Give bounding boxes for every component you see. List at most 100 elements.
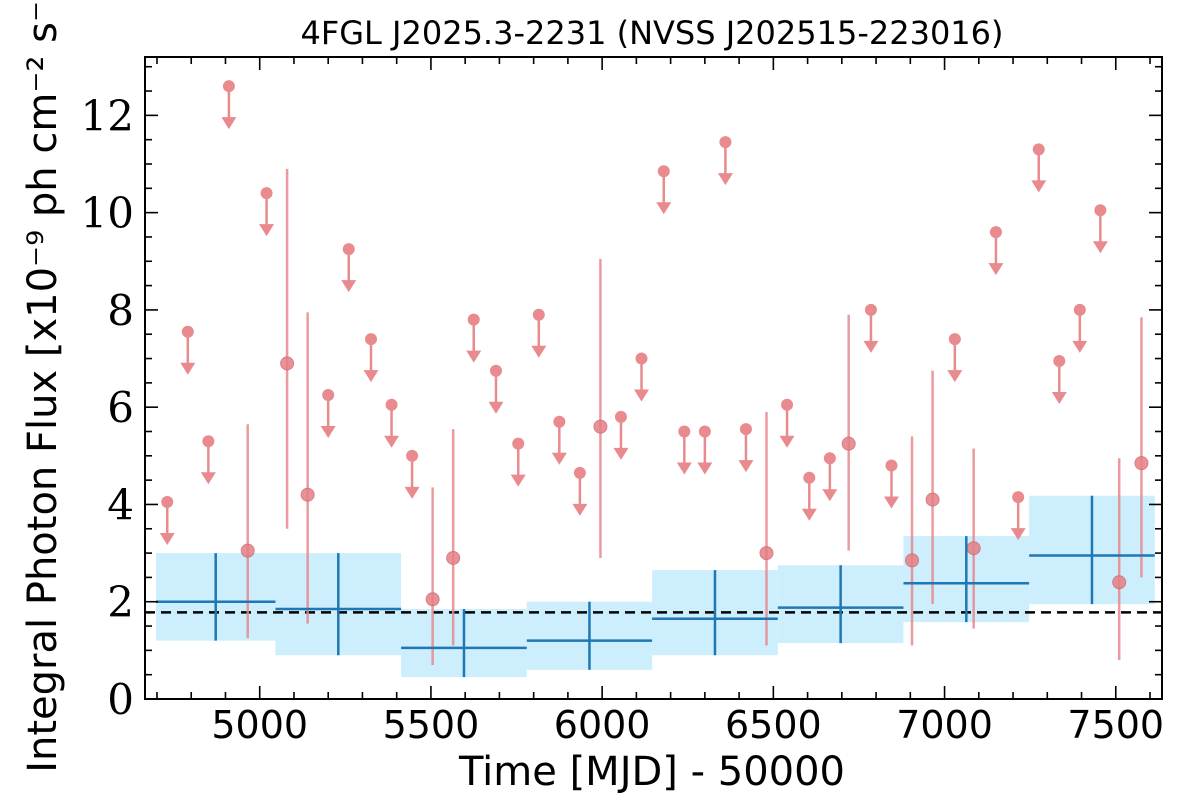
x-tick-label: 6500 (725, 703, 822, 747)
detection-point (1112, 458, 1127, 661)
upper-limit-point (801, 471, 817, 521)
upper-limit-marker (1073, 303, 1086, 316)
upper-limit-point (341, 243, 357, 293)
detection-marker (1112, 575, 1127, 590)
upper-limit-arrowhead (947, 370, 963, 383)
upper-limit-arrowhead (180, 362, 196, 375)
upper-limit-point (656, 165, 672, 215)
binned-flux-point (275, 553, 402, 656)
upper-limit-arrowhead (717, 173, 733, 186)
upper-limit-marker (573, 466, 586, 479)
upper-limit-arrowhead (656, 202, 672, 215)
detection-marker (446, 550, 461, 565)
upper-limit-point (1092, 204, 1108, 254)
upper-limit-arrowhead (822, 489, 838, 502)
upper-limit-point (259, 187, 275, 237)
detection-point (841, 314, 856, 551)
upper-limit-point (363, 333, 379, 383)
upper-limit-arrowhead (572, 503, 588, 516)
upper-limit-marker (1032, 143, 1045, 156)
detection-point (300, 312, 315, 624)
detection-marker (841, 436, 856, 451)
upper-limit-marker (553, 415, 566, 428)
upper-limit-arrowhead (779, 435, 795, 448)
detection-marker (280, 356, 295, 371)
upper-limit-arrowhead (466, 350, 482, 363)
binned-flux-point (777, 565, 904, 644)
detection-marker (925, 492, 940, 507)
upper-limit-point (510, 437, 526, 487)
y-tick-label: 10 (81, 189, 134, 238)
axes-layer: 5000 5500 6000 6500 7000 7500 0 2 4 6 8 10 12 (81, 56, 1164, 747)
upper-limit-marker (532, 308, 545, 321)
detection-point (759, 412, 774, 646)
detection-point (446, 429, 461, 646)
upper-limit-arrowhead (613, 447, 629, 460)
detection-marker (425, 592, 440, 607)
upper-limit-arrowhead (404, 486, 420, 499)
upper-limit-arrowhead (863, 340, 879, 353)
x-tick-label: 5000 (211, 703, 308, 747)
upper-limit-marker (385, 398, 398, 411)
upper-limit-marker (781, 398, 794, 411)
upper-limit-point (531, 308, 547, 358)
detection-point (593, 258, 608, 558)
detection-point (966, 448, 981, 629)
upper-limit-point (404, 449, 420, 499)
upper-limit-arrowhead (221, 117, 237, 130)
upper-limit-point (883, 459, 899, 509)
upper-limit-arrowhead (1092, 241, 1108, 254)
upper-limit-point (159, 496, 175, 546)
upper-limit-point (613, 410, 629, 460)
upper-limit-arrowhead (551, 452, 567, 465)
upper-limit-marker (365, 333, 377, 346)
upper-limit-point (634, 352, 650, 402)
upper-limit-marker (489, 364, 502, 377)
upper-limit-point (717, 136, 733, 186)
upper-limit-point (384, 398, 400, 448)
detection-marker (905, 553, 920, 568)
upper-limit-point (180, 325, 196, 375)
binned-flux-point (155, 553, 276, 641)
detection-marker (966, 541, 981, 556)
binned-flux-point (401, 609, 527, 678)
detection-point (1134, 317, 1149, 578)
detection-point (425, 487, 440, 665)
detection-marker (1134, 456, 1149, 471)
upper-limit-marker (512, 437, 525, 450)
upper-limit-point (779, 398, 795, 448)
x-axis-label: Time [MJD] - 50000 (458, 749, 845, 795)
binned-flux-point (526, 601, 653, 670)
upper-limit-marker (260, 187, 273, 200)
upper-limit-marker (467, 313, 480, 326)
upper-limit-point (572, 466, 588, 516)
upper-limit-marker (864, 303, 877, 316)
upper-limit-arrowhead (738, 460, 754, 473)
upper-limit-arrowhead (341, 280, 357, 293)
upper-limit-point (1010, 491, 1026, 541)
y-tick-label: 0 (107, 675, 134, 724)
upper-limit-arrowhead (384, 435, 400, 448)
x-tick-label: 5500 (383, 703, 480, 747)
upper-limit-point (200, 435, 216, 485)
upper-limit-arrowhead (320, 426, 336, 439)
y-tick-label: 8 (107, 286, 134, 335)
y-tick-label: 12 (81, 91, 134, 140)
binned-flux-layer (155, 495, 1155, 678)
upper-limit-marker (342, 243, 355, 256)
upper-limit-point (947, 333, 963, 383)
upper-limit-point (863, 303, 879, 353)
upper-limit-point (676, 425, 692, 475)
detection-marker (240, 543, 255, 558)
upper-limit-point (221, 80, 237, 130)
upper-limit-point (822, 452, 838, 502)
binned-flux-point (1029, 495, 1155, 605)
upper-limit-marker (739, 423, 752, 436)
binned-uncertainty-bands (155, 495, 1155, 678)
upper-limit-point (1072, 303, 1088, 353)
detection-point (905, 436, 920, 646)
x-tick-label: 7500 (1067, 703, 1164, 747)
detection-point (925, 370, 940, 605)
upper-limit-arrowhead (363, 370, 379, 383)
upper-limit-marker (202, 435, 215, 448)
